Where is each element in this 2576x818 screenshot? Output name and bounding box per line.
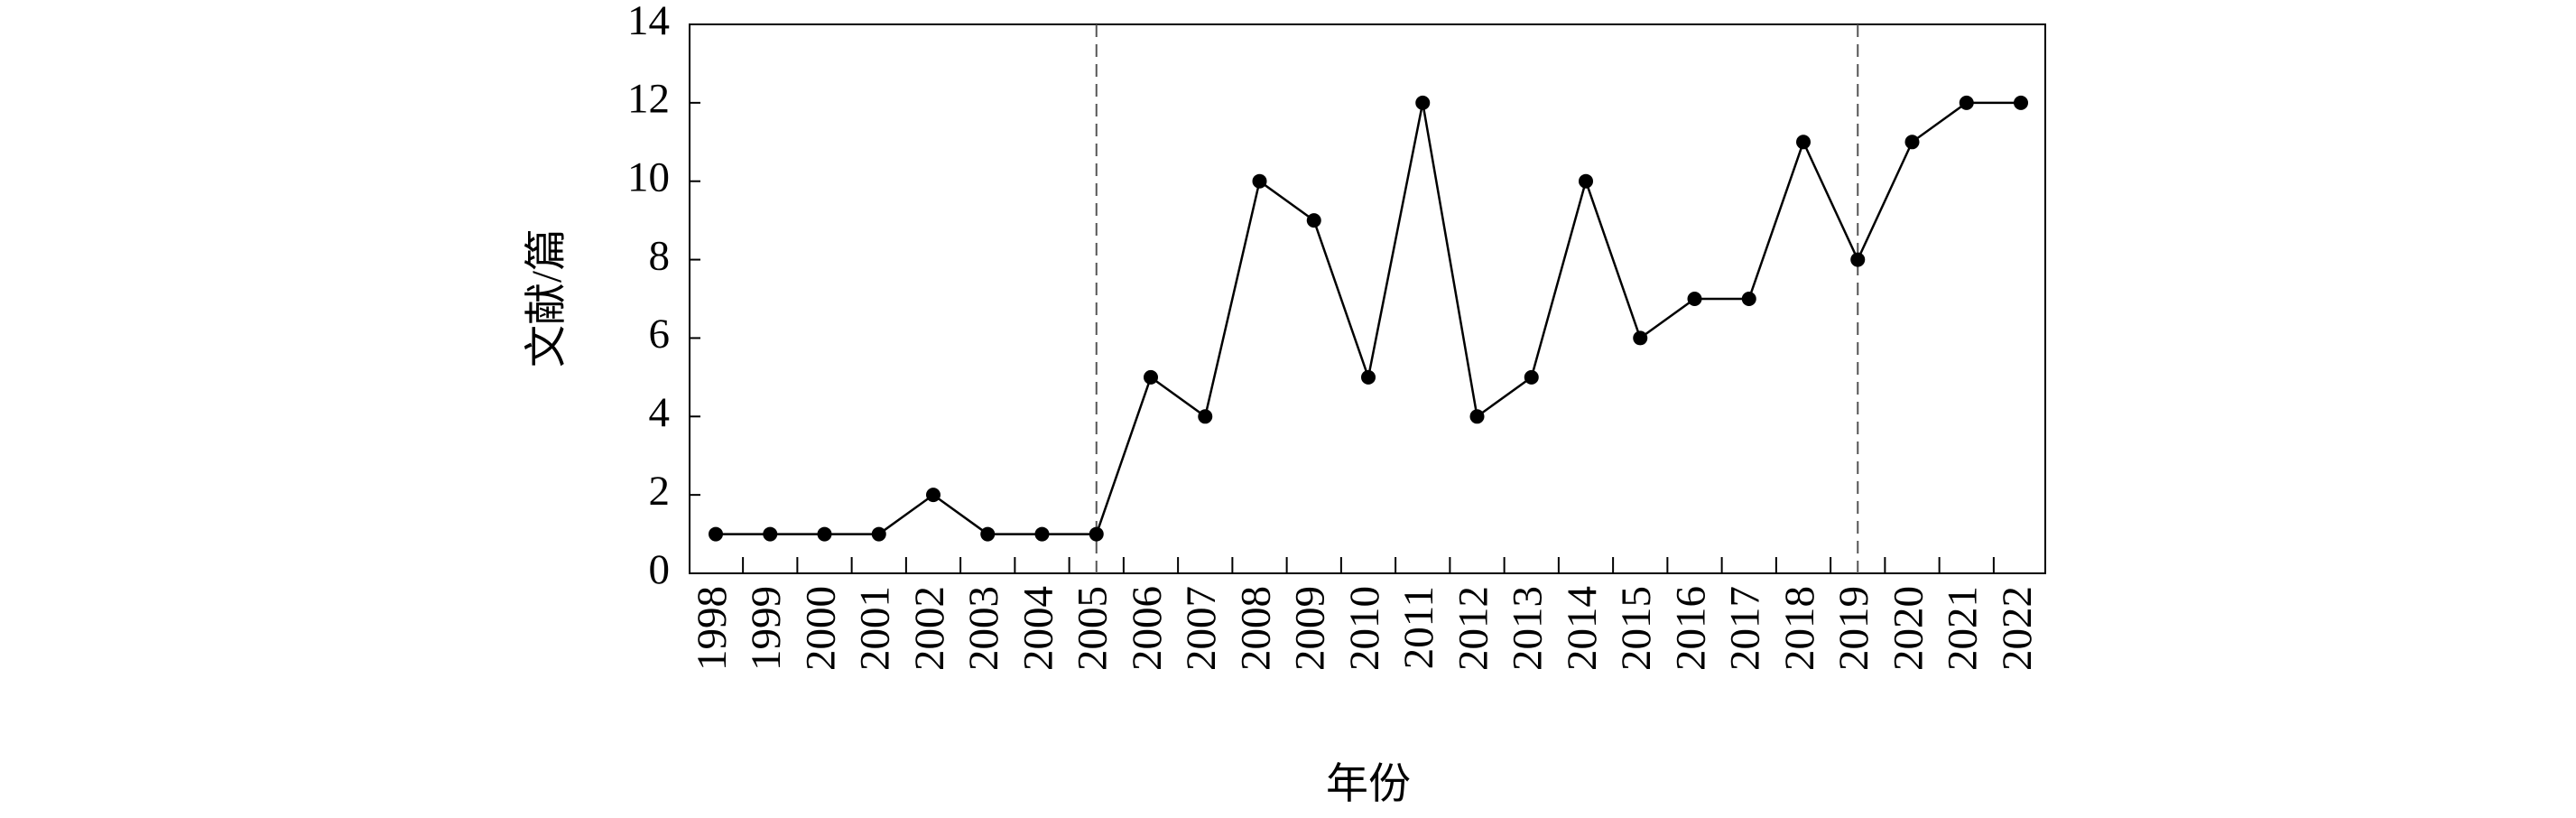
x-tick-label: 2013 xyxy=(1505,586,1552,671)
x-tick-label: 1998 xyxy=(689,586,736,671)
data-point xyxy=(1089,526,1104,542)
data-point xyxy=(1850,252,1866,267)
x-tick-label: 2002 xyxy=(906,586,953,671)
data-point xyxy=(1361,369,1376,385)
x-tick-label: 2010 xyxy=(1341,586,1388,671)
data-point xyxy=(1796,135,1811,150)
data-point xyxy=(1252,173,1267,189)
x-tick-label: 2015 xyxy=(1613,586,1660,671)
y-axis-label: 文献/篇 xyxy=(524,228,570,367)
x-tick-label: 2019 xyxy=(1830,586,1877,671)
data-point xyxy=(980,526,996,542)
x-tick-label: 2021 xyxy=(1940,586,1987,671)
x-tick-label: 2011 xyxy=(1395,586,1442,669)
data-point xyxy=(1687,292,1702,306)
x-tick-label: 2020 xyxy=(1885,586,1932,671)
x-tick-label: 2005 xyxy=(1070,586,1117,671)
y-tick-label: 4 xyxy=(649,389,671,436)
x-tick-label: 2000 xyxy=(797,586,844,671)
data-point xyxy=(817,526,832,542)
y-tick-label: 0 xyxy=(649,546,671,593)
data-point xyxy=(2014,95,2028,110)
y-tick-label: 10 xyxy=(627,153,670,200)
x-tick-label: 1999 xyxy=(743,586,790,671)
y-tick-label: 14 xyxy=(627,0,670,44)
x-tick-label: 2001 xyxy=(852,586,899,671)
x-axis-label: 年份 xyxy=(1326,761,1411,808)
plot-frame xyxy=(689,23,2046,574)
data-point xyxy=(1633,330,1648,346)
data-point xyxy=(1415,95,1431,110)
x-tick-label: 2018 xyxy=(1776,586,1823,671)
data-point xyxy=(1306,213,1321,228)
data-point xyxy=(926,488,941,503)
data-point xyxy=(1524,369,1539,385)
x-tick-label: 2009 xyxy=(1287,586,1334,671)
y-tick-label: 2 xyxy=(649,468,671,515)
x-tick-label: 2022 xyxy=(1994,586,2041,671)
data-point xyxy=(1579,173,1593,189)
data-point xyxy=(1034,526,1050,542)
data-point xyxy=(1741,292,1756,306)
data-line xyxy=(716,101,2021,535)
data-point xyxy=(763,526,778,542)
data-point xyxy=(1144,369,1158,385)
x-tick-label: 2007 xyxy=(1178,586,1225,671)
data-point xyxy=(871,526,886,542)
x-tick-label: 2006 xyxy=(1124,586,1171,671)
x-tick-label: 2012 xyxy=(1450,586,1496,671)
data-point xyxy=(1959,95,1974,110)
x-tick-label: 2004 xyxy=(1015,586,1061,671)
x-tick-label: 2008 xyxy=(1232,586,1279,671)
x-tick-label: 2016 xyxy=(1667,586,1714,671)
data-point xyxy=(1198,409,1213,424)
x-tick-label: 2017 xyxy=(1722,586,1769,671)
y-tick-label: 6 xyxy=(649,311,671,358)
y-tick-label: 8 xyxy=(649,232,671,279)
data-point xyxy=(1904,135,1920,150)
y-tick-label: 12 xyxy=(627,76,670,123)
data-point xyxy=(1469,409,1485,424)
x-tick-label: 2014 xyxy=(1559,586,1606,671)
data-point xyxy=(709,526,723,542)
x-tick-label: 2003 xyxy=(960,586,1007,671)
